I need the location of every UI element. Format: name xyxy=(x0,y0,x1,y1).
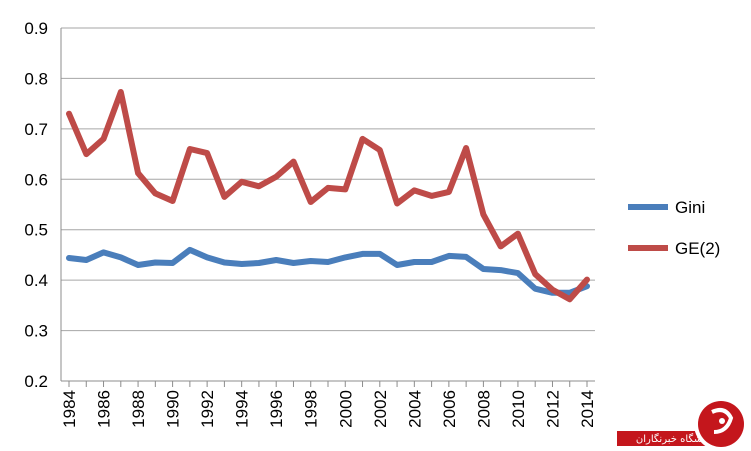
series-lines xyxy=(66,89,590,303)
y-axis-ticks: 0.2 0.3 0.4 0.5 0.6 0.7 0.8 0.9 xyxy=(24,19,48,391)
legend-label: GE(2) xyxy=(675,239,720,258)
x-tick-label: 2000 xyxy=(336,390,355,428)
watermark-text: باشگاه خبرنگاران xyxy=(636,433,708,445)
x-tick-label: 1986 xyxy=(95,390,114,428)
watermark: باشگاه خبرنگاران xyxy=(617,397,748,451)
x-tick-label: 1990 xyxy=(164,390,183,428)
y-tick-label: 0.6 xyxy=(24,170,48,189)
x-tick-label: 2008 xyxy=(474,390,493,428)
x-tick-label: 1994 xyxy=(233,390,252,428)
x-tick-label: 2014 xyxy=(578,390,597,428)
x-tick-label: 1998 xyxy=(302,390,321,428)
x-tick-label: 2002 xyxy=(371,390,390,428)
logo-badge-icon xyxy=(694,397,748,451)
y-tick-label: 0.4 xyxy=(24,271,48,290)
y-tick-label: 0.9 xyxy=(24,19,48,38)
y-tick-label: 0.7 xyxy=(24,120,48,139)
legend: Gini GE(2) xyxy=(628,198,720,258)
x-tick-label: 2006 xyxy=(440,390,459,428)
legend-label: Gini xyxy=(675,198,705,217)
y-tick-label: 0.2 xyxy=(24,372,48,391)
x-tick-label: 2012 xyxy=(543,390,562,428)
x-axis-ticks: 1984 1986 1988 1990 1992 1994 1996 1998 2000 2002… xyxy=(60,381,597,428)
x-tick-label: 1992 xyxy=(198,390,217,428)
x-tick-label: 2004 xyxy=(405,390,424,428)
x-tick-label: 2010 xyxy=(509,390,528,428)
y-tick-label: 0.5 xyxy=(24,221,48,240)
series-line-ge2 xyxy=(66,89,590,303)
gridlines xyxy=(60,27,595,382)
x-tick-label: 1988 xyxy=(129,390,148,428)
x-tick-label: 1984 xyxy=(60,390,79,428)
series-line-gini xyxy=(66,246,590,296)
x-tick-label: 1996 xyxy=(267,390,286,428)
y-tick-label: 0.8 xyxy=(24,69,48,88)
y-tick-label: 0.3 xyxy=(24,322,48,341)
